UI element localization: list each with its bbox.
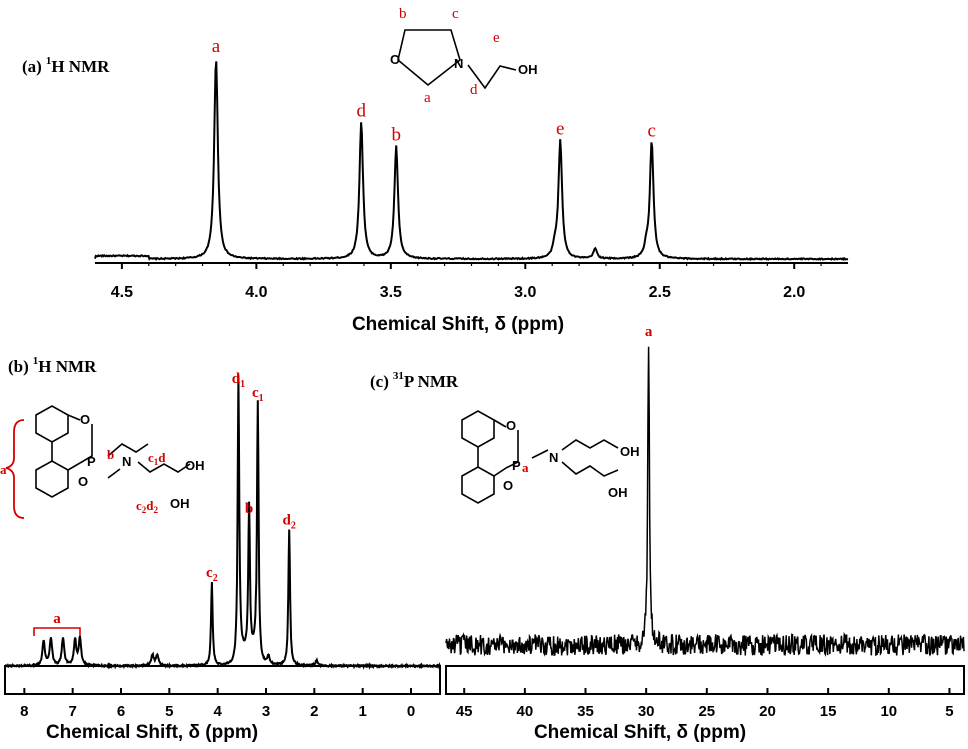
x-tick-label: 35	[577, 703, 594, 720]
panel-b-aromatic-bracket	[33, 627, 81, 636]
svg-text:P: P	[512, 458, 521, 473]
svg-text:c: c	[452, 6, 459, 22]
panel-b-title: (b) 1H NMR	[8, 355, 97, 376]
x-tick-label: 5	[945, 703, 953, 720]
panel-c-structure: O P O N OH OH a	[461, 410, 640, 504]
svg-text:OH: OH	[620, 444, 640, 459]
panel-a-title: (a) 1H NMR	[22, 55, 110, 76]
svg-text:OH: OH	[608, 485, 628, 500]
x-tick-label: 4	[213, 703, 222, 720]
svg-text:c2d2: c2d2	[136, 498, 159, 515]
svg-text:b: b	[107, 447, 114, 462]
x-tick-label: 2.0	[783, 284, 805, 301]
panel-b-x-axis-title: Chemical Shift, δ (ppm)	[46, 722, 258, 743]
peak-label: d	[356, 100, 366, 121]
x-tick-label: 15	[820, 703, 837, 720]
svg-text:OH: OH	[185, 458, 205, 473]
x-tick-label: 0	[407, 703, 415, 720]
svg-text:a: a	[0, 462, 7, 477]
panel-a-1h-nmr: (a) 1H NMR 4.5 4.0 3.5 3.0 2.5 2.0 Chemical Sh…	[22, 6, 849, 335]
x-tick-label: 20	[759, 703, 776, 720]
x-tick-label: 7	[68, 703, 76, 720]
panel-a-x-axis-title: Chemical Shift, δ (ppm)	[352, 314, 564, 335]
x-tick-label: 3.5	[380, 284, 402, 301]
panel-c-axis-box	[445, 665, 965, 695]
x-tick-label: 45	[456, 703, 473, 720]
svg-text:O: O	[506, 418, 516, 433]
panel-c-title: (c) 31P NMR	[370, 370, 459, 391]
panel-b-aromatic-label: a	[53, 611, 61, 627]
panel-a-x-ticks: 4.5 4.0 3.5 3.0 2.5 2.0	[111, 263, 822, 301]
x-tick-label: 2.5	[649, 284, 671, 301]
x-tick-label: 8	[20, 703, 28, 720]
svg-text:e: e	[493, 30, 500, 46]
svg-text:OH: OH	[170, 496, 190, 511]
svg-text:b: b	[399, 6, 407, 22]
panel-a-spectrum-line	[94, 61, 849, 262]
x-tick-label: 40	[517, 703, 534, 720]
peak-label: b	[391, 124, 401, 145]
panel-b-1h-nmr: (b) 1H NMR 8 7 6 5 4 3 2 1 0 Chemical Shift, δ (p…	[0, 355, 441, 743]
svg-text:O: O	[503, 478, 513, 493]
x-tick-label: 4.5	[111, 284, 133, 301]
x-tick-label: 1	[358, 703, 366, 720]
svg-text:d: d	[470, 82, 478, 98]
x-tick-label: 3	[262, 703, 270, 720]
svg-text:O: O	[78, 474, 88, 489]
peak-label: d1	[232, 371, 245, 390]
panel-c-spectrum-line	[445, 346, 965, 657]
svg-text:P: P	[87, 454, 96, 469]
peak-label: e	[556, 118, 564, 139]
svg-text:a: a	[522, 460, 529, 475]
panel-b-x-ticks: 8 7 6 5 4 3 2 1 0	[20, 688, 415, 720]
panel-b-peak-labels: d1 c1 b d2 c2	[206, 371, 296, 584]
panel-b-axis-box	[4, 665, 441, 695]
peak-label: b	[245, 501, 253, 517]
panel-c-peak-labels: a	[645, 324, 653, 340]
peak-label: c	[647, 120, 655, 141]
panel-c-31p-nmr: (c) 31P NMR 45 40 35 30 25 20 15 10 5 Chemical Sh…	[370, 324, 965, 743]
peak-label: a	[645, 324, 653, 340]
svg-text:c1d: c1d	[148, 450, 166, 467]
panel-b-structure: a O P O N OH OH b c1d c2d2	[0, 405, 205, 519]
panel-a-peak-labels: a d b e c	[212, 36, 656, 145]
panel-c-x-axis-title: Chemical Shift, δ (ppm)	[534, 722, 746, 743]
x-tick-label: 25	[698, 703, 715, 720]
svg-text:a: a	[424, 90, 431, 106]
svg-text:N: N	[454, 56, 463, 71]
panel-a-structure: O N OH b c e a d	[390, 6, 538, 106]
peak-label: a	[212, 36, 221, 57]
peak-label: c2	[206, 565, 218, 584]
x-tick-label: 5	[165, 703, 173, 720]
svg-text:N: N	[122, 454, 131, 469]
x-tick-label: 6	[117, 703, 125, 720]
x-tick-label: 2	[310, 703, 318, 720]
x-tick-label: 10	[880, 703, 897, 720]
svg-text:OH: OH	[518, 62, 538, 77]
x-tick-label: 4.0	[245, 284, 267, 301]
peak-label: d2	[283, 512, 296, 531]
svg-text:O: O	[80, 412, 90, 427]
panel-b-spectrum-line	[4, 375, 441, 670]
svg-text:O: O	[390, 52, 400, 67]
x-tick-label: 30	[638, 703, 655, 720]
peak-label: c1	[252, 385, 264, 404]
svg-text:N: N	[549, 450, 558, 465]
x-tick-label: 3.0	[514, 284, 536, 301]
panel-c-x-ticks: 45 40 35 30 25 20 15 10 5	[456, 688, 954, 720]
